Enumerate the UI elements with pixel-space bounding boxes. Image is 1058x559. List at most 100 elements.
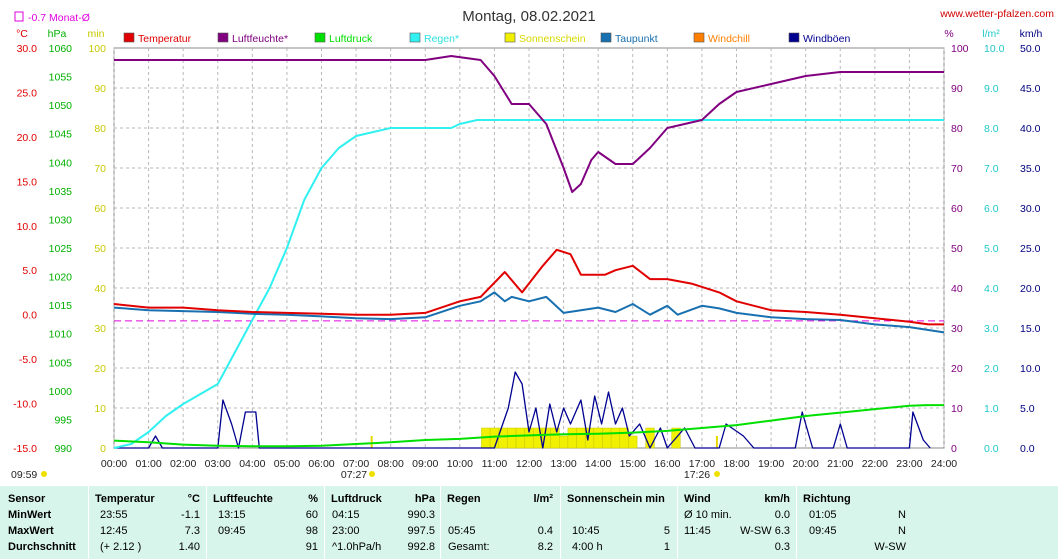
header-rain: Regen bbox=[447, 493, 481, 505]
sunset-time: 17:26 bbox=[684, 469, 710, 481]
direction-value: N bbox=[898, 509, 906, 521]
legend-swatch bbox=[123, 32, 135, 43]
pressure-value: 992.8 bbox=[407, 541, 435, 553]
legend-label: Luftdruck bbox=[329, 33, 373, 45]
wind-tick-label: 25.0 bbox=[1020, 243, 1041, 255]
header-rain-unit: l/m² bbox=[533, 493, 553, 505]
x-tick-label: 20:00 bbox=[793, 458, 819, 470]
chart-title: Montag, 08.02.2021 bbox=[462, 8, 595, 25]
humidity-value: 91 bbox=[305, 541, 318, 553]
rain-tick-label: 5.0 bbox=[984, 243, 999, 255]
humidity-time: 13:15 bbox=[218, 509, 246, 521]
temp-tick-label: 15.0 bbox=[17, 176, 38, 188]
statistics-table: Sensor Temperatur °C Luftfeuchte% Luftdruck h… bbox=[0, 486, 1058, 559]
x-tick-label: 10:00 bbox=[447, 458, 473, 470]
pressure-tick-label: 1050 bbox=[49, 100, 73, 112]
column-divider bbox=[88, 486, 89, 559]
x-tick-label: 12:00 bbox=[516, 458, 542, 470]
series-line-temperatur bbox=[113, 248, 944, 326]
wind-value: W-SW 6.3 bbox=[740, 525, 790, 537]
temperature-value: -1.1 bbox=[181, 509, 200, 521]
legend-swatch bbox=[788, 32, 800, 43]
wind-tick-label: 15.0 bbox=[1020, 323, 1041, 335]
temperature-time: (+ 2.12 ) bbox=[100, 541, 142, 553]
rain-unit: l/m² bbox=[982, 28, 1000, 40]
header-sensor: Sensor bbox=[8, 493, 46, 505]
legend-label: Taupunkt bbox=[615, 33, 658, 45]
wind-tick-label: 0.0 bbox=[1020, 443, 1035, 455]
legend-swatch bbox=[693, 32, 705, 43]
sunshine-tick-label: 90 bbox=[94, 83, 106, 95]
x-tick-label: 11:00 bbox=[482, 458, 508, 470]
sunshine-bar bbox=[602, 427, 612, 449]
wind-tick-label: 10.0 bbox=[1020, 363, 1041, 375]
column-divider bbox=[324, 486, 325, 559]
sunshine-tick-label: 40 bbox=[94, 283, 106, 295]
pressure-tick-label: 1060 bbox=[49, 43, 73, 55]
x-tick-label: 22:00 bbox=[862, 458, 888, 470]
pressure-time: 23:00 bbox=[332, 525, 360, 537]
sunshine-tick-label: 100 bbox=[88, 43, 106, 55]
row-label: MinWert bbox=[8, 509, 52, 521]
temp-tick-label: 30.0 bbox=[17, 43, 38, 55]
humidity-value: 60 bbox=[305, 509, 318, 521]
pressure-tick-label: 1035 bbox=[49, 186, 73, 198]
sunshine-bar bbox=[610, 427, 621, 449]
humidity-tick-label: 20 bbox=[951, 363, 963, 375]
pressure-tick-label: 995 bbox=[54, 414, 72, 426]
series-line-luftfeuchte bbox=[114, 55, 944, 193]
wind-time: Ø 10 min. bbox=[684, 509, 732, 521]
pressure-unit: hPa bbox=[48, 28, 67, 40]
temp-tick-label: 20.0 bbox=[17, 132, 38, 144]
sunshine-time: 10:45 bbox=[572, 525, 600, 537]
sunshine-bar bbox=[567, 427, 577, 449]
temperature-time: 12:45 bbox=[100, 525, 128, 537]
temp-unit: °C bbox=[16, 28, 28, 40]
x-tick-label: 13:00 bbox=[550, 458, 576, 470]
sunshine-tick-label: 50 bbox=[94, 243, 106, 255]
pressure-tick-label: 1020 bbox=[49, 272, 73, 284]
wind-time: 11:45 bbox=[684, 525, 711, 537]
x-tick-label: 04:00 bbox=[239, 458, 265, 470]
x-tick-label: 21:00 bbox=[827, 458, 853, 470]
humidity-tick-label: 0 bbox=[951, 443, 957, 455]
header-wind-unit: km/h bbox=[764, 493, 790, 505]
temp-tick-label: 25.0 bbox=[17, 87, 38, 99]
x-tick-label: 24:00 bbox=[931, 458, 957, 470]
column-divider bbox=[560, 486, 561, 559]
rain-time: 05:45 bbox=[448, 525, 476, 537]
sunshine-bar bbox=[593, 427, 603, 449]
wind-tick-label: 50.0 bbox=[1020, 43, 1041, 55]
legend-swatch bbox=[600, 32, 612, 43]
wind-tick-label: 45.0 bbox=[1020, 83, 1041, 95]
direction-time: 01:05 bbox=[809, 509, 837, 521]
sunshine-bar bbox=[507, 427, 517, 449]
legend-swatch bbox=[314, 32, 326, 43]
sunshine-value: 5 bbox=[663, 525, 670, 537]
x-tick-label: 19:00 bbox=[758, 458, 784, 470]
rain-value: 8.2 bbox=[537, 541, 553, 553]
legend-label: Temperatur bbox=[138, 33, 192, 45]
x-tick-label: 02:00 bbox=[170, 458, 196, 470]
legend-label: Sonnenschein bbox=[519, 33, 586, 45]
humidity-tick-label: 100 bbox=[951, 43, 969, 55]
rain-tick-label: 7.0 bbox=[984, 163, 999, 175]
sunshine-bar bbox=[628, 435, 638, 449]
temp-tick-label: -15.0 bbox=[13, 443, 37, 455]
temp-tick-label: 5.0 bbox=[22, 265, 37, 277]
row-label: MaxWert bbox=[8, 525, 54, 537]
wind-tick-label: 5.0 bbox=[1020, 403, 1035, 415]
sunshine-tick-label: 70 bbox=[94, 163, 106, 175]
row-label: Durchschnitt bbox=[8, 541, 76, 553]
rain-tick-label: 8.0 bbox=[984, 123, 999, 135]
direction-value: W-SW bbox=[874, 541, 906, 553]
rain-time: Gesamt: bbox=[448, 541, 490, 553]
header-wind: Wind bbox=[684, 493, 711, 505]
column-divider bbox=[206, 486, 207, 559]
weather-chart: Montag, 08.02.2021 www.wetter-pfalzen.com… bbox=[11, 8, 1054, 481]
pressure-time: 04:15 bbox=[332, 509, 360, 521]
sunshine-tick-label: 0 bbox=[100, 443, 106, 455]
sunshine-value: 1 bbox=[663, 541, 670, 553]
legend-label: Windchill bbox=[708, 33, 750, 45]
wind-tick-label: 30.0 bbox=[1020, 203, 1041, 215]
